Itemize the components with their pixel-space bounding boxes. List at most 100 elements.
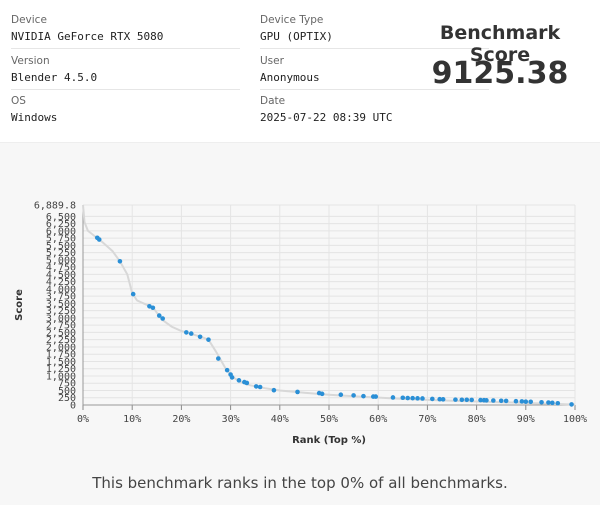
y-tick-label: 1,500 — [46, 357, 76, 368]
x-axis-label: Rank (Top %) — [292, 435, 366, 446]
y-tick-label: 750 — [58, 379, 76, 390]
y-tick-label: 5,750 — [46, 234, 76, 245]
y-tick-label: 1,250 — [46, 364, 76, 375]
data-point — [206, 337, 211, 342]
data-point — [236, 378, 242, 383]
result-header: Device NVIDIA GeForce RTX 5080 Version B… — [0, 0, 600, 143]
y-tick-label: 4,250 — [46, 277, 76, 288]
data-point — [555, 400, 561, 406]
data-point — [253, 384, 259, 389]
data-point — [295, 389, 300, 395]
data-point — [503, 398, 509, 404]
data-point — [469, 397, 474, 403]
y-tick-label: 4,000 — [46, 284, 76, 295]
data-point — [478, 397, 483, 403]
data-point — [147, 304, 152, 309]
y-tick-label: 3,500 — [46, 299, 76, 310]
data-point — [338, 392, 344, 397]
divider — [11, 48, 240, 49]
data-point — [420, 396, 425, 401]
y-tick-label: 2,250 — [46, 335, 76, 346]
data-point — [319, 391, 325, 397]
x-tick-label: 100% — [563, 414, 587, 425]
x-tick-label: 20% — [172, 414, 190, 425]
y-tick-label: 6,000 — [46, 226, 76, 237]
data-point — [464, 397, 470, 403]
score-title: Benchmark Score — [439, 22, 561, 66]
data-point — [130, 291, 136, 297]
y-tick-label: 4,500 — [46, 270, 76, 281]
user-label: User — [260, 55, 284, 67]
data-point — [523, 399, 529, 404]
device-type-label: Device Type — [260, 14, 324, 26]
data-point — [519, 399, 525, 404]
y-tick-label: 3,250 — [46, 306, 76, 317]
y-tick-label: 1,000 — [46, 371, 76, 382]
data-point — [453, 397, 458, 402]
data-point — [373, 394, 379, 399]
divider — [260, 89, 489, 90]
data-point — [229, 375, 235, 380]
y-tick-label: 3,750 — [46, 292, 76, 303]
y-tick-label: 2,000 — [46, 342, 76, 353]
data-point — [550, 400, 555, 406]
divider — [11, 89, 240, 90]
data-point — [410, 395, 415, 401]
x-tick-label: 60% — [369, 414, 387, 425]
y-tick-label: 4,750 — [46, 263, 76, 274]
y-tick-label: 2,500 — [46, 328, 76, 339]
device-field: Device NVIDIA GeForce RTX 5080 — [11, 14, 241, 43]
version-field: Version Blender 4.5.0 — [11, 55, 241, 84]
version-value: Blender 4.5.0 — [11, 71, 98, 84]
data-point — [498, 398, 504, 404]
y-tick-label: 500 — [58, 386, 76, 397]
y-tick-label: 250 — [58, 393, 76, 404]
os-label: OS — [11, 95, 26, 107]
y-tick-label: 5,250 — [46, 248, 76, 259]
data-point — [546, 400, 551, 405]
data-point — [361, 393, 366, 399]
data-point — [257, 384, 263, 390]
data-point — [528, 399, 534, 405]
x-tick-label: 50% — [320, 414, 338, 425]
data-point — [405, 395, 411, 401]
user-field: User Anonymous — [260, 55, 490, 84]
y-tick-label: 5,000 — [46, 255, 76, 266]
x-tick-label: 40% — [271, 414, 289, 425]
date-value: 2025-07-22 08:39 UTC — [260, 111, 393, 124]
data-point — [96, 237, 102, 242]
data-point — [400, 395, 406, 401]
y-tick-label: 6,500 — [46, 212, 76, 223]
device-label: Device — [11, 14, 47, 26]
data-point — [117, 259, 123, 264]
y-tick-label: 0 — [70, 401, 76, 412]
data-point — [459, 397, 465, 403]
os-value: Windows — [11, 111, 58, 124]
date-label: Date — [260, 95, 286, 107]
y-tick-label: 1,750 — [46, 350, 76, 361]
y-tick-label: 3,000 — [46, 313, 76, 324]
data-point — [224, 367, 230, 373]
data-point — [188, 331, 194, 336]
y-axis-label: Score — [14, 289, 25, 321]
x-tick-label: 80% — [468, 414, 486, 425]
data-point — [184, 330, 189, 335]
y-tick-label: 6,250 — [46, 219, 76, 230]
device-value: NVIDIA GeForce RTX 5080 — [11, 30, 164, 43]
data-point — [244, 380, 250, 386]
data-point — [539, 399, 544, 405]
score-value: 9125.38 — [431, 56, 569, 91]
data-point — [197, 334, 203, 340]
y-tick-label: 5,500 — [46, 241, 76, 252]
data-point — [351, 393, 356, 398]
x-tick-label: 70% — [418, 414, 436, 425]
data-point — [513, 398, 519, 404]
rank-score-chart: 02505007501,0001,2501,5001,7502,0002,250… — [14, 201, 587, 447]
device-type-value: GPU (OPTIX) — [260, 30, 333, 43]
data-point — [491, 398, 496, 403]
data-point — [484, 398, 489, 403]
data-point — [150, 305, 156, 311]
x-tick-label: 0% — [77, 414, 89, 425]
data-point — [216, 356, 221, 361]
data-point — [415, 396, 420, 401]
